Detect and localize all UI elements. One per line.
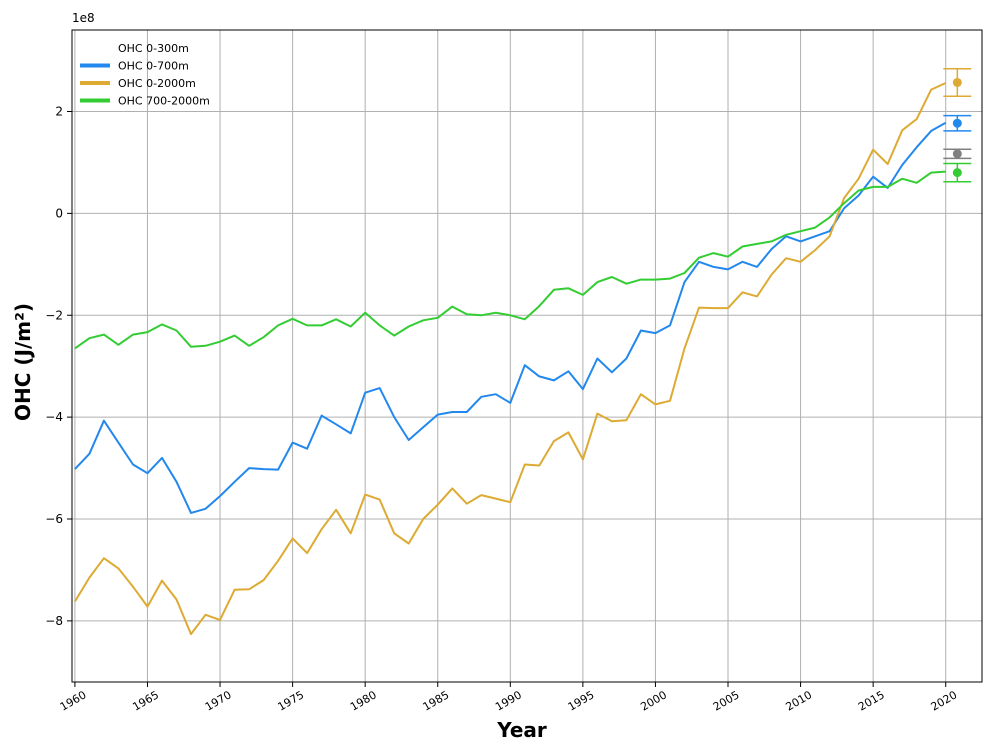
- x-tick-label: 1975: [275, 688, 306, 713]
- series-line-2: [74, 82, 947, 636]
- x-tick-label: 1970: [203, 688, 234, 713]
- x-axis-ticks: 1960 1965 1970 1975 1980 1985 1990 1995 2000 2005…: [58, 682, 960, 714]
- legend-label: OHC 700-2000m: [118, 95, 210, 108]
- x-tick-label: 1960: [58, 688, 89, 713]
- y-tick-label: 2: [55, 105, 63, 119]
- endpoint-marker: [952, 168, 962, 178]
- legend: OHC 0-300m OHC 0-700m OHC 0-2000m OHC 700-2…: [80, 42, 210, 108]
- grid: [72, 30, 982, 682]
- x-axis-label: Year: [496, 718, 547, 742]
- x-tick-label: 2015: [856, 688, 887, 713]
- legend-label: OHC 0-700m: [118, 60, 189, 73]
- x-tick-label: 1995: [566, 688, 597, 713]
- x-tick-label: 1985: [421, 688, 452, 713]
- y-tick-label: 0: [55, 206, 63, 220]
- endpoint-marker: [952, 77, 962, 87]
- y-tick-label: −4: [45, 410, 63, 424]
- x-tick-label: 2020: [929, 688, 960, 713]
- x-tick-label: 2005: [711, 688, 742, 713]
- y-tick-label: −8: [45, 614, 63, 628]
- y-axis-ticks: −8 −6 −4 −2 0 2: [45, 105, 72, 628]
- y-tick-label: −6: [45, 512, 63, 526]
- y-multiplier-label: 1e8: [72, 11, 95, 25]
- plot-frame: [71, 29, 983, 683]
- series-line-1: [74, 121, 947, 514]
- x-tick-label: 2000: [638, 688, 669, 713]
- legend-label: OHC 0-2000m: [118, 77, 196, 90]
- series-line-3: [74, 170, 946, 350]
- x-tick-label: 1965: [130, 688, 161, 713]
- endpoint-markers: [943, 67, 972, 183]
- endpoint-marker: [952, 149, 962, 159]
- x-tick-label: 2010: [783, 688, 814, 713]
- y-tick-label: −2: [45, 308, 63, 322]
- y-axis-label: OHC (J/m²): [11, 303, 35, 421]
- endpoint-marker: [952, 118, 962, 128]
- legend-label: OHC 0-300m: [118, 42, 189, 55]
- x-tick-label: 1990: [493, 688, 524, 713]
- x-tick-label: 1980: [348, 688, 379, 713]
- series-lines: [74, 82, 947, 636]
